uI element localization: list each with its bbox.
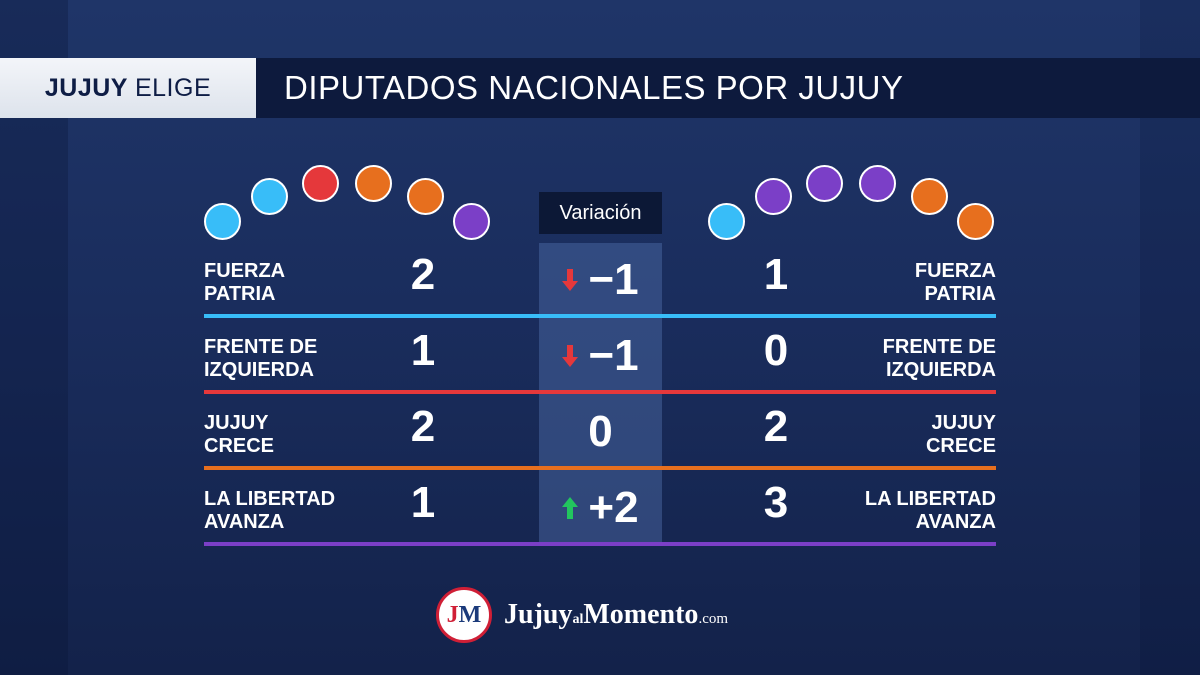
arrow-down-icon (562, 345, 579, 367)
logo-name-b: Momento (583, 599, 699, 630)
party-name-after: LA LIBERTAD AVANZA (816, 488, 996, 534)
seat-left-2 (251, 178, 288, 215)
party-line: PATRIA (204, 283, 276, 305)
seat-arcs (0, 0, 1200, 260)
party-line: PATRIA (924, 283, 996, 305)
party-color-rule (204, 314, 996, 318)
seats-before-value: 2 (410, 402, 436, 451)
party-line: IZQUIERDA (204, 359, 314, 381)
variation-number: −1 (588, 331, 639, 380)
party-line: AVANZA (204, 511, 285, 533)
party-line: JUJUY (204, 412, 269, 434)
party-color-rule (204, 466, 996, 470)
seats-after-value: 3 (763, 478, 789, 527)
logo-name-a: Jujuy (504, 599, 573, 630)
logo-mark-m: M (458, 601, 482, 628)
jujuy-elige-badge: JUJUY ELIGE (0, 58, 256, 118)
variation-value: −1 (539, 250, 662, 310)
party-name-before: FUERZA PATRIA (204, 260, 384, 306)
badge-bold-text: JUJUY (44, 73, 128, 102)
variation-value: +2 (539, 478, 662, 538)
page-title: DIPUTADOS NACIONALES POR JUJUY (284, 69, 904, 106)
seat-left-5 (407, 178, 444, 215)
logo-name-small: al (572, 612, 584, 627)
seats-after-value: 2 (763, 402, 789, 451)
party-name-after: JUJUY CRECE (816, 412, 996, 458)
table-row: FRENTE DE IZQUIERDA 1 −1 0 FRENTE DE IZQUIERDA (204, 318, 996, 394)
variation-value: −1 (539, 326, 662, 386)
arrow-up-icon (562, 497, 579, 519)
party-line: LA LIBERTAD (204, 488, 336, 510)
party-line: CRECE (204, 435, 275, 457)
seat-right-1 (708, 203, 745, 240)
seats-after-value: 1 (763, 250, 789, 299)
party-line: FRENTE DE (204, 336, 318, 358)
party-name-after: FRENTE DE IZQUIERDA (816, 336, 996, 382)
logo-mark-j: J (446, 601, 459, 628)
variation-number: −1 (588, 255, 639, 304)
arrow-down-icon (562, 269, 579, 291)
logo-tld: .com (698, 611, 729, 627)
seat-right-5 (911, 178, 948, 215)
variation-number: +2 (588, 483, 639, 532)
variation-value: 0 (539, 402, 662, 462)
seats-before-value: 1 (410, 326, 436, 375)
party-line: FRENTE DE (882, 336, 996, 358)
seat-right-3 (806, 165, 843, 202)
party-color-rule (204, 390, 996, 394)
party-line: AVANZA (915, 511, 996, 533)
seat-right-6 (957, 203, 994, 240)
seat-right-2 (755, 178, 792, 215)
party-name-before: LA LIBERTAD AVANZA (204, 488, 384, 534)
seat-left-3 (302, 165, 339, 202)
party-color-rule (204, 542, 996, 546)
party-line: FUERZA (914, 260, 996, 282)
table-row: JUJUY CRECE 2 0 2 JUJUY CRECE (204, 394, 996, 470)
party-name-before: FRENTE DE IZQUIERDA (204, 336, 384, 382)
seat-left-4 (355, 165, 392, 202)
party-line: LA LIBERTAD (864, 488, 996, 510)
party-name-after: FUERZA PATRIA (816, 260, 996, 306)
variation-number: 0 (588, 407, 613, 456)
party-line: CRECE (925, 435, 996, 457)
badge-light-text: ELIGE (134, 73, 212, 102)
variation-label: Variación (539, 192, 662, 234)
seats-before-value: 2 (410, 250, 436, 299)
party-name-before: JUJUY CRECE (204, 412, 384, 458)
seat-left-6 (453, 203, 490, 240)
party-line: FUERZA (204, 260, 286, 282)
seat-left-1 (204, 203, 241, 240)
table-row: FUERZA PATRIA 2 −1 1 FUERZA PATRIA (204, 242, 996, 318)
seats-after-value: 0 (763, 326, 789, 375)
seat-right-4 (859, 165, 896, 202)
logo-wordmark: JujuyalMomento.com (504, 599, 728, 631)
table-row: LA LIBERTAD AVANZA 1 +2 3 LA LIBERTAD AVANZA (204, 470, 996, 546)
seats-before-value: 1 (410, 478, 436, 527)
party-line: IZQUIERDA (886, 359, 996, 381)
party-line: JUJUY (931, 412, 996, 434)
